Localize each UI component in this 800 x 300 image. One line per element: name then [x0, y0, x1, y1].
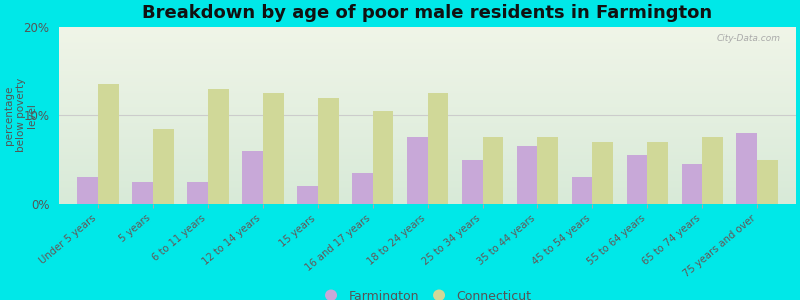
Bar [626, 155, 647, 204]
Bar [571, 177, 593, 204]
Title: Breakdown by age of poor male residents in Farmington: Breakdown by age of poor male residents … [142, 4, 713, 22]
Legend: Farmington, Connecticut: Farmington, Connecticut [318, 285, 537, 300]
Bar [758, 160, 778, 204]
Bar [682, 164, 702, 204]
Bar [98, 84, 118, 204]
Bar [318, 98, 338, 204]
Bar [702, 137, 723, 204]
Bar [153, 129, 174, 204]
Bar [352, 173, 373, 204]
Bar [242, 151, 262, 204]
Bar [132, 182, 153, 204]
Bar [373, 111, 394, 204]
Bar [647, 142, 668, 204]
Bar [186, 182, 208, 204]
Bar [517, 146, 538, 204]
Bar [593, 142, 614, 204]
Bar [462, 160, 482, 204]
Bar [262, 93, 283, 204]
Bar [538, 137, 558, 204]
Bar [427, 93, 449, 204]
Bar [406, 137, 427, 204]
Bar [77, 177, 98, 204]
Bar [297, 186, 318, 204]
Bar [737, 133, 758, 204]
Bar [208, 88, 229, 204]
Bar [482, 137, 503, 204]
Y-axis label: percentage
below poverty
level: percentage below poverty level [4, 78, 38, 152]
Text: City-Data.com: City-Data.com [717, 34, 781, 43]
